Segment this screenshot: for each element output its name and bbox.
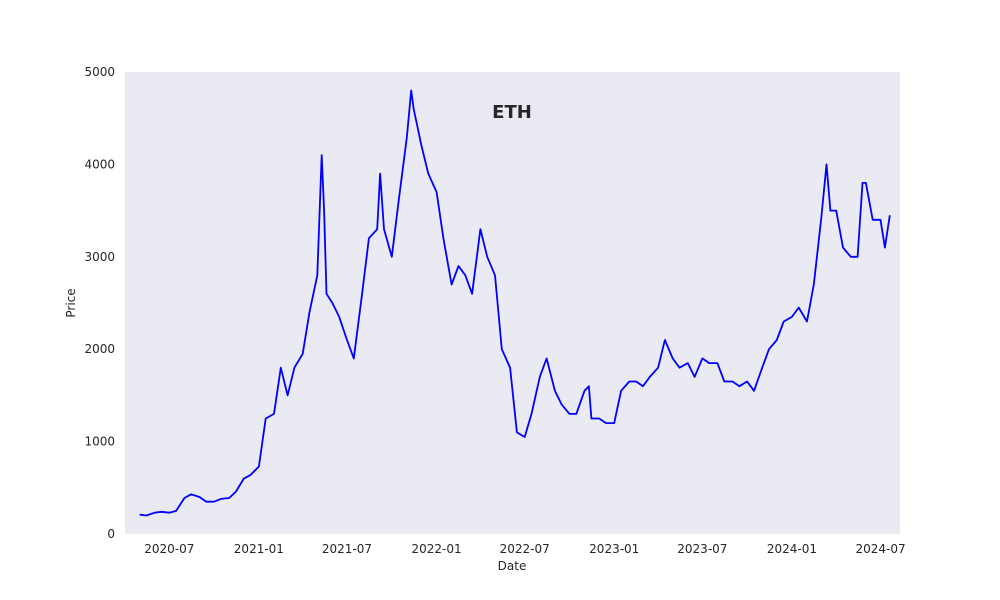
y-tick-label: 1000 [84,435,115,449]
y-axis-label: Price [64,288,78,317]
eth-price-line [139,89,891,517]
x-tick-label: 2023-07 [677,542,727,556]
plot-area [125,72,900,534]
x-tick-label: 2024-01 [767,542,817,556]
y-tick-label: 0 [107,527,115,541]
x-tick-label: 2021-07 [322,542,372,556]
x-tick-label: 2023-01 [589,542,639,556]
x-tick-label: 2022-01 [411,542,461,556]
x-tick-label: 2021-01 [234,542,284,556]
x-axis-ticks: 2020-07 2021-01 2021-07 2022-01 2022-07 2023-… [144,542,905,556]
y-tick-label: 2000 [84,342,115,356]
x-tick-label: 2020-07 [144,542,194,556]
y-tick-label: 4000 [84,157,115,171]
y-tick-label: 5000 [84,65,115,79]
x-axis-label: Date [498,559,527,573]
chart-title: ETH [492,102,532,123]
x-tick-label: 2024-07 [855,542,905,556]
y-tick-label: 3000 [84,250,115,264]
x-tick-label: 2022-07 [500,542,550,556]
y-axis-ticks: 0 1000 2000 3000 4000 5000 [84,65,115,541]
